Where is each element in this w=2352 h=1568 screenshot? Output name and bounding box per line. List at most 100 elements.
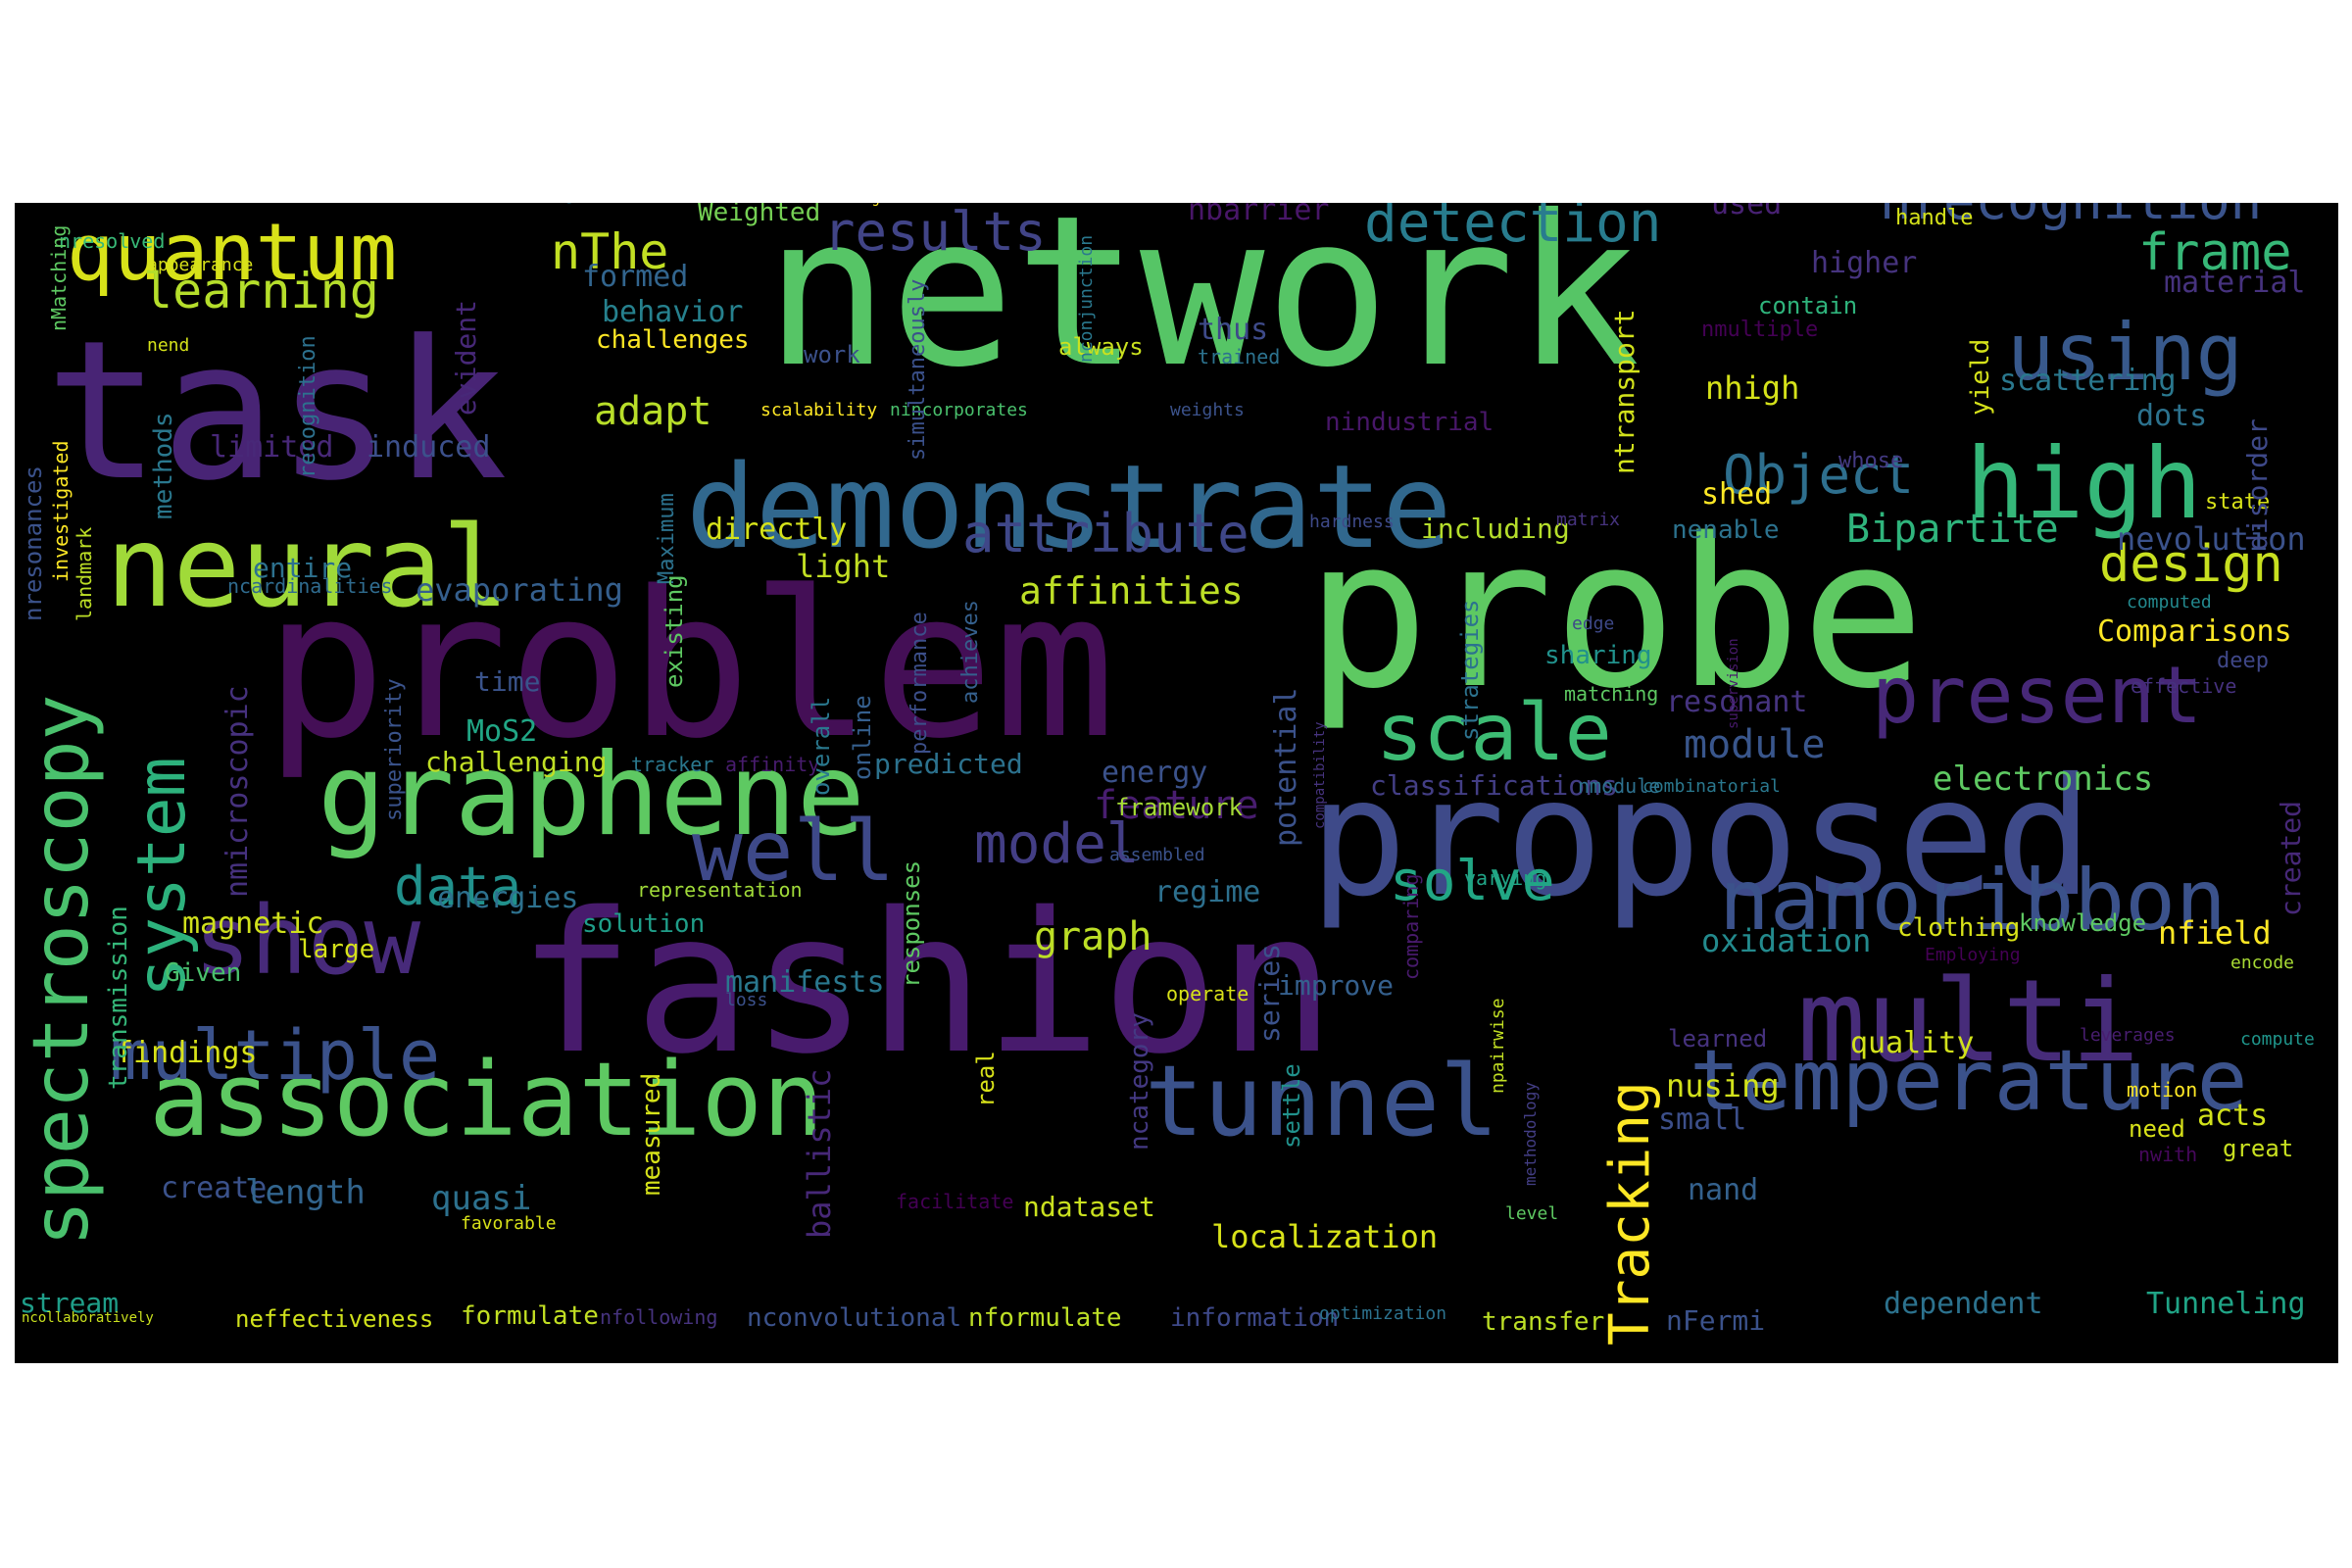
cloud-word: higher [1811, 246, 1918, 280]
cloud-word: learning [143, 263, 379, 319]
cloud-word: varying [1464, 866, 1547, 890]
cloud-word: dependent [1884, 1287, 2043, 1321]
cloud-word: nfield [2158, 914, 2272, 952]
cloud-word: formed [582, 260, 689, 294]
cloud-word: affinity [725, 753, 820, 776]
cloud-word: edge [1572, 613, 1615, 634]
cloud-word: fashion [517, 870, 1336, 1097]
cloud-word: multiple [110, 1015, 441, 1096]
cloud-word: high [1966, 426, 2202, 541]
cloud-word: feature [1094, 783, 1259, 828]
cloud-word: create [161, 1171, 268, 1205]
cloud-word: nevolution [2117, 520, 2306, 558]
cloud-word: real [972, 1051, 1000, 1107]
cloud-word: investigated [49, 440, 73, 583]
cloud-word: tracker [631, 753, 714, 776]
cloud-word: present [1872, 650, 2203, 741]
cloud-word: responses [898, 859, 925, 988]
cloud-word: training [490, 203, 575, 204]
cloud-word: nresonances [20, 466, 47, 621]
cloud-word: problem [265, 548, 1116, 783]
cloud-word: sharing [1544, 641, 1652, 670]
cloud-word: challenges [596, 325, 750, 355]
cloud-word: landmark [73, 526, 96, 621]
cloud-word: Tracking [1598, 1081, 1662, 1346]
cloud-word: Employing [1925, 945, 2021, 965]
cloud-word: computed [2127, 592, 2212, 612]
cloud-word: quality [1850, 1026, 1975, 1060]
cloud-word: MoS2 [466, 714, 538, 749]
cloud-word: favorable [461, 1213, 557, 1234]
cloud-word: leverages [2080, 1025, 2176, 1046]
cloud-word: solve [1390, 850, 1555, 913]
cloud-word: induced [367, 430, 491, 465]
cloud-word: spectroscopy [18, 694, 106, 1247]
cloud-word: localization [1211, 1218, 1439, 1255]
cloud-word: resonant [1666, 685, 1808, 719]
cloud-word: module [1684, 722, 1826, 767]
cloud-word: solution [582, 909, 706, 939]
cloud-word: adapt [594, 389, 712, 434]
cloud-word: large [298, 935, 375, 964]
cloud-word: whose [1838, 449, 1904, 473]
cloud-word: compatibility [1312, 721, 1328, 829]
cloud-word: well [692, 803, 896, 901]
cloud-word: always [1058, 333, 1144, 361]
cloud-word: weights [1170, 400, 1245, 420]
cloud-word: evaporating [416, 571, 623, 609]
cloud-word: neffectiveness [235, 1305, 434, 1333]
cloud-word: superiority [382, 678, 407, 821]
cloud-word: multi [1797, 956, 2140, 1088]
cloud-word: nincorporates [890, 400, 1028, 420]
cloud-word: scalability [760, 400, 878, 420]
cloud-word: appearance [147, 255, 254, 275]
cloud-word: simultaneously [906, 278, 930, 461]
cloud-word: npairwise [1488, 998, 1508, 1094]
cloud-word: nconvolutional [747, 1303, 962, 1333]
cloud-word: state [2205, 490, 2271, 514]
cloud-word: frame [2138, 223, 2292, 282]
cloud-word: acts [2197, 1099, 2269, 1133]
cloud-word: quasi [431, 1179, 532, 1218]
cloud-word: including [1421, 513, 1570, 545]
cloud-word: small [1658, 1102, 1747, 1137]
cloud-word: show [194, 886, 421, 996]
cloud-word: matrix [1556, 510, 1621, 530]
cloud-word: magnetic [182, 906, 324, 941]
cloud-word: nresolved [59, 229, 166, 253]
cloud-word: hardness [1309, 512, 1395, 532]
cloud-word: entire [253, 552, 353, 584]
cloud-word: model [974, 812, 1140, 876]
cloud-word: nconjunction [1076, 234, 1097, 363]
cloud-word: ncardinalities [227, 574, 393, 598]
cloud-word: measured [637, 1072, 666, 1196]
cloud-word: settle [1278, 1063, 1305, 1149]
cloud-word: methods [149, 412, 178, 519]
cloud-word: probe [1305, 494, 1926, 734]
cloud-word: results [823, 203, 1047, 263]
cloud-word: findings [116, 1036, 258, 1070]
cloud-word: nrecognition [1880, 203, 2262, 227]
cloud-word: task [45, 300, 509, 523]
cloud-word: comparing [1399, 873, 1423, 980]
cloud-word: improve [1278, 969, 1395, 1002]
cloud-word: nusing [1666, 1067, 1780, 1104]
cloud-word: Maximum [655, 493, 679, 584]
cloud-word: demonstrate [686, 439, 1452, 574]
cloud-word: energies [437, 881, 579, 915]
cloud-word: need [2129, 1115, 2185, 1143]
cloud-word: time [474, 665, 541, 698]
cloud-word: neural [106, 502, 510, 632]
cloud-word: Given [165, 958, 242, 988]
cloud-word: compute [2240, 1029, 2315, 1050]
cloud-word: length [245, 1173, 366, 1212]
cloud-word: transmission [104, 906, 133, 1090]
cloud-word: association [149, 1040, 824, 1159]
cloud-word: data [394, 856, 522, 917]
cloud-word: shed [1701, 477, 1773, 512]
cloud-word: recognition [296, 335, 320, 478]
cloud-word: ndataset [1023, 1191, 1155, 1223]
cloud-word: ntransport [1608, 309, 1641, 474]
cloud-word: supervision [1726, 638, 1741, 729]
cloud-word: network [764, 203, 1641, 413]
